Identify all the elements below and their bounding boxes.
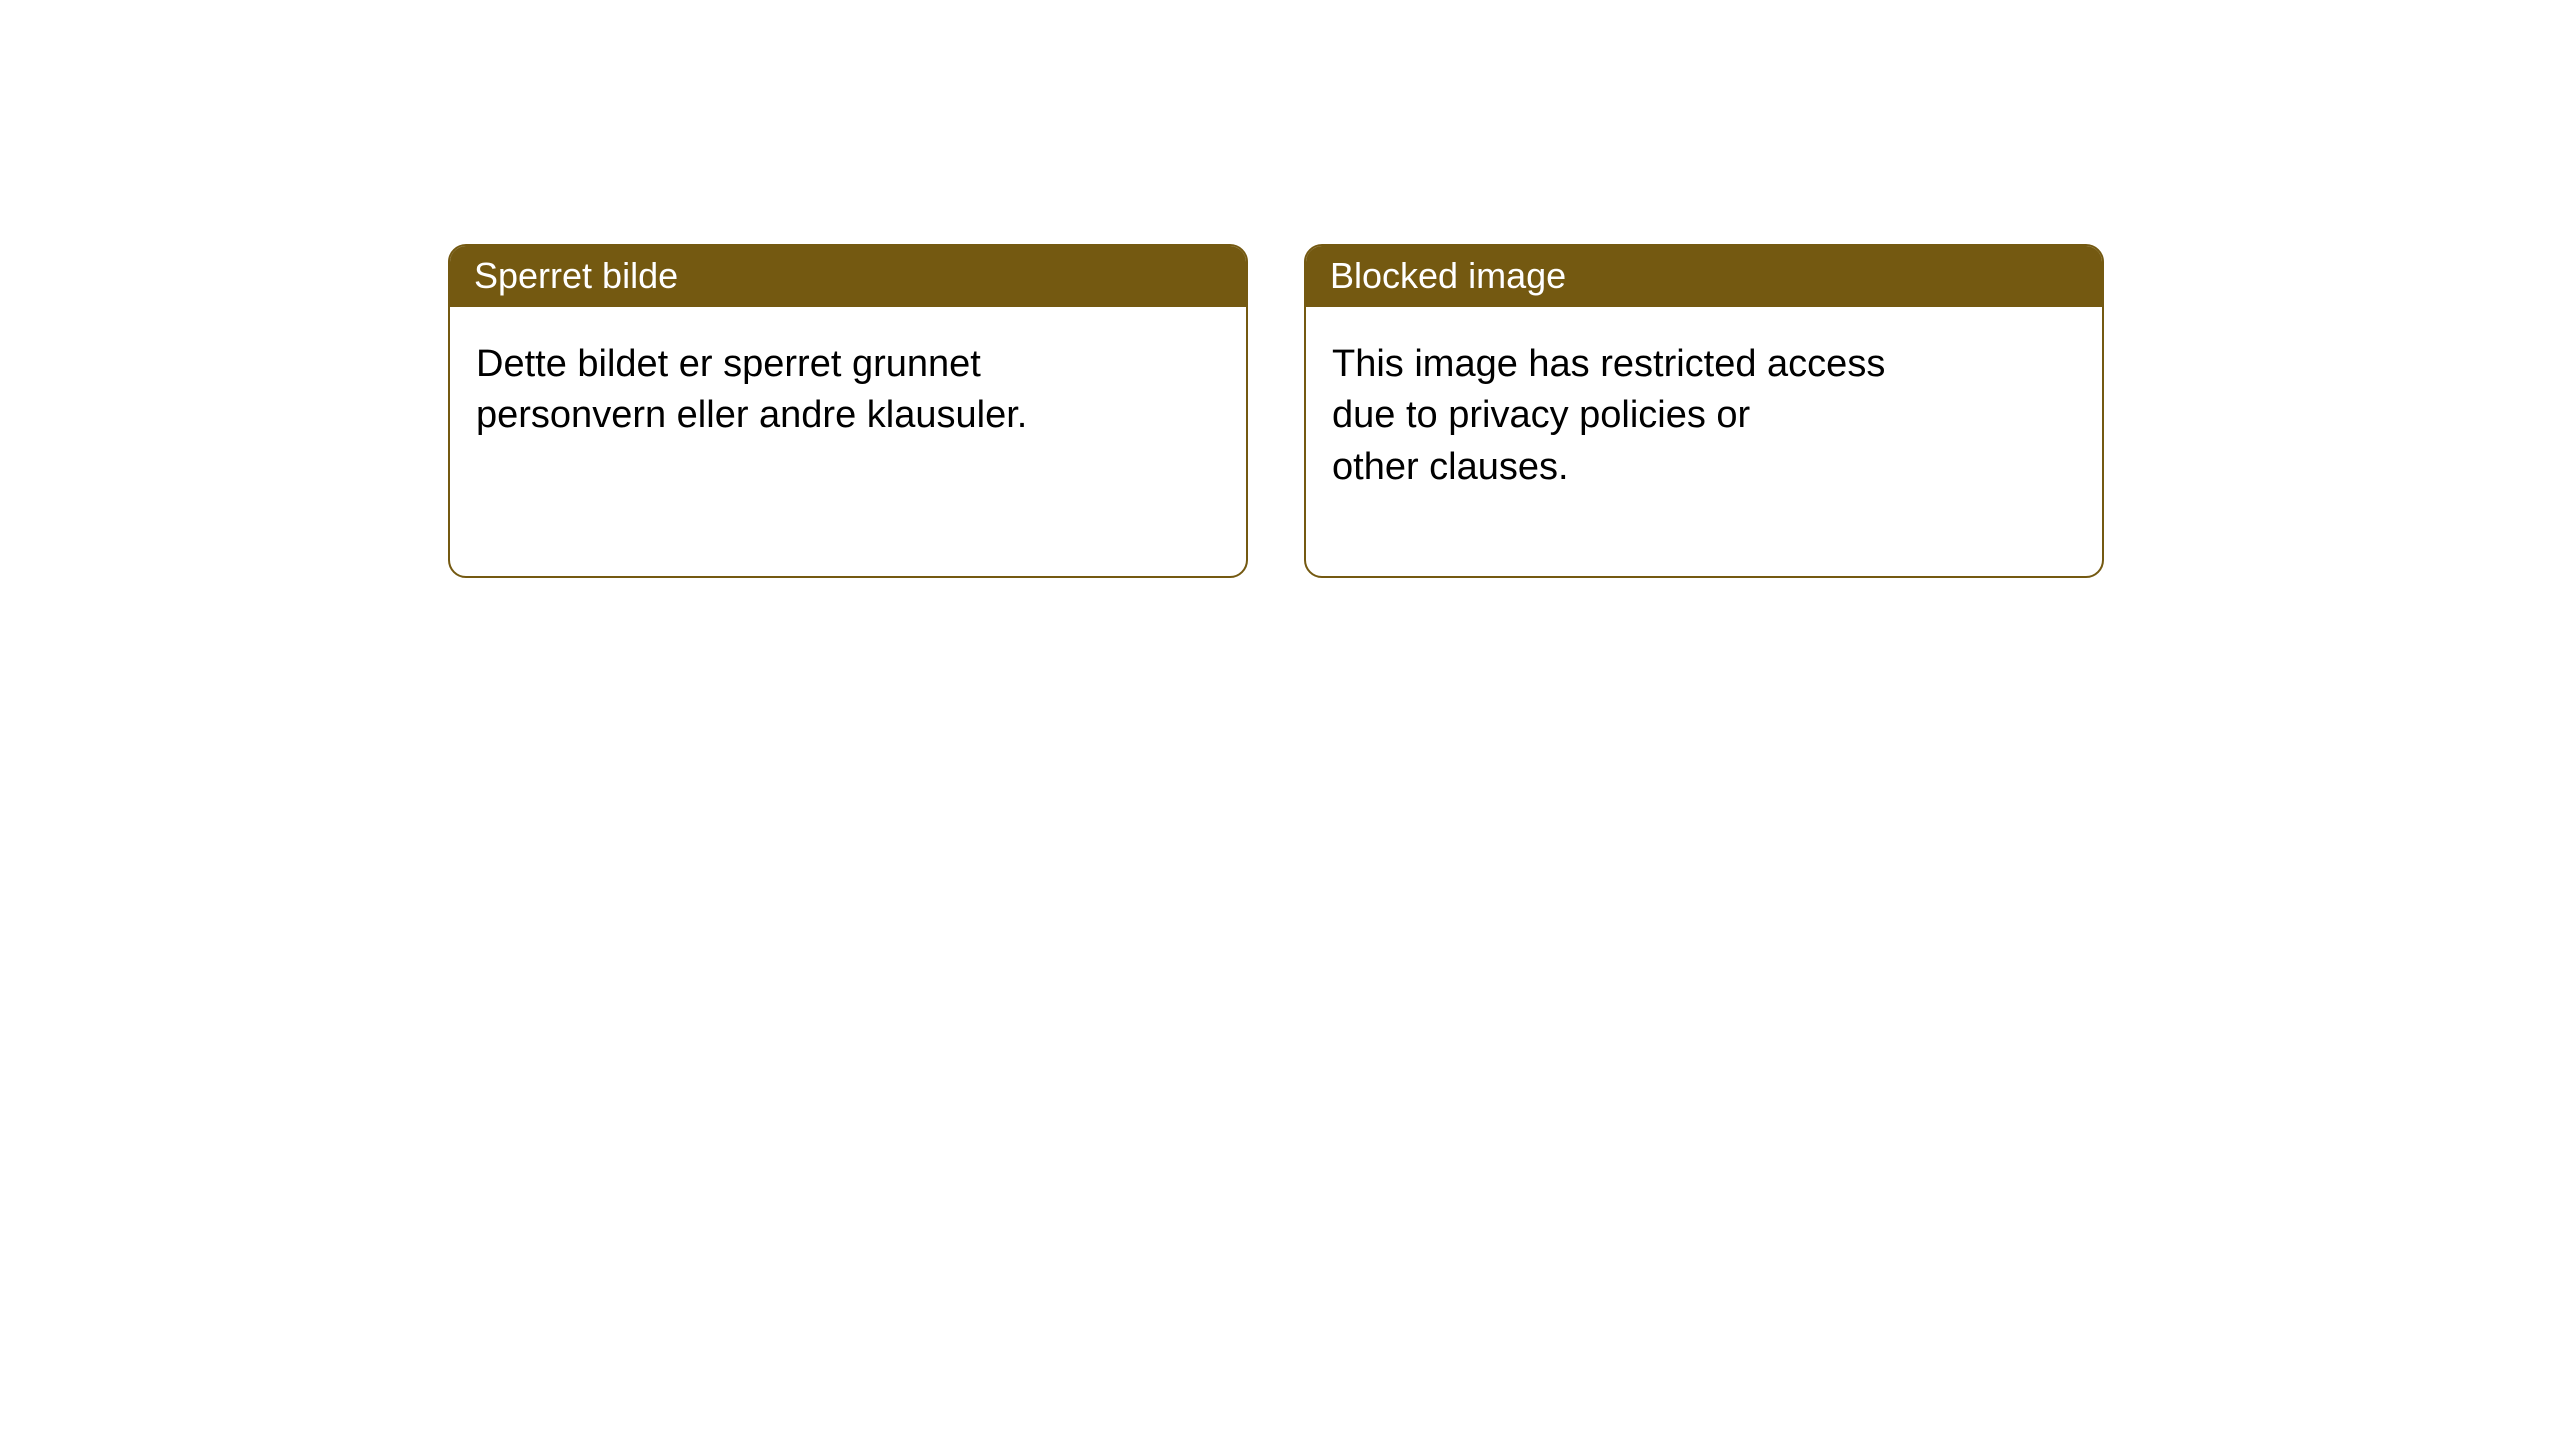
notice-container: Sperret bilde Dette bildet er sperret gr…: [0, 0, 2560, 578]
notice-body-norwegian: Dette bildet er sperret grunnet personve…: [450, 307, 1246, 474]
notice-body-english: This image has restricted access due to …: [1306, 307, 2102, 525]
notice-header-norwegian: Sperret bilde: [450, 246, 1246, 307]
notice-card-norwegian: Sperret bilde Dette bildet er sperret gr…: [448, 244, 1248, 578]
notice-card-english: Blocked image This image has restricted …: [1304, 244, 2104, 578]
notice-header-english: Blocked image: [1306, 246, 2102, 307]
